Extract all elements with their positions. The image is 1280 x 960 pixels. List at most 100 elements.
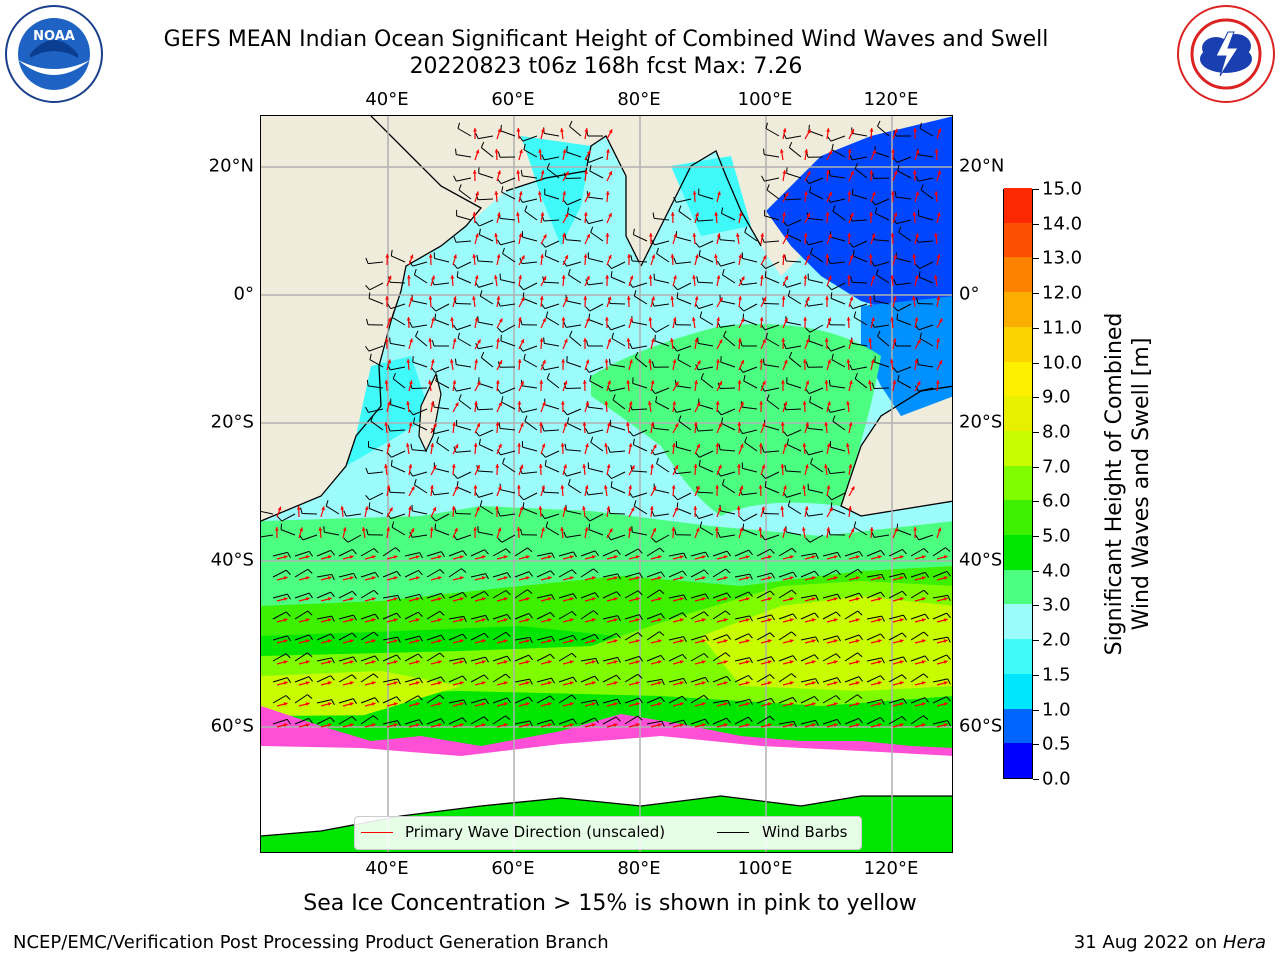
wave-arrow-head (806, 213, 811, 218)
wind-barb (896, 219, 912, 225)
wave-arrow-head (387, 317, 392, 322)
wave-arrow-head (415, 723, 420, 727)
wave-arrow-head (915, 149, 920, 154)
wave-arrow-head (371, 660, 376, 664)
wind-barb-flag (523, 143, 526, 150)
wave-arrow-head (826, 485, 831, 490)
wave-arrow-head (428, 338, 433, 342)
wind-barb-flag (832, 415, 836, 422)
wave-arrow-head (415, 555, 420, 559)
wind-barb (910, 613, 926, 620)
wind-barb (412, 361, 428, 368)
wave-arrow-head (833, 555, 838, 559)
footer-branch: NCEP/EMC/Verification Post Processing Pr… (13, 932, 609, 953)
wind-barb (712, 550, 728, 557)
wind-barb-flag (527, 589, 533, 594)
wind-barb-flag (853, 311, 857, 318)
wind-barb-flag (853, 521, 857, 528)
wave-arrow-head (564, 338, 568, 343)
wind-barb (844, 610, 858, 620)
wind-barb (434, 467, 450, 473)
wind-barb (785, 408, 802, 411)
wave-arrow-head (736, 506, 741, 510)
wave-arrow-head (349, 681, 354, 685)
wave-arrow-head (547, 618, 552, 622)
wind-barb-flag (749, 657, 753, 664)
wave-arrow-head (519, 506, 524, 511)
wind-barb (302, 534, 318, 541)
wave-arrow-head (650, 338, 655, 343)
wind-barb-flag (923, 631, 929, 637)
wave-arrow-head (321, 506, 325, 511)
wind-barb (822, 653, 837, 662)
wave-arrow-head (613, 639, 618, 643)
wave-arrow-head (498, 360, 503, 365)
wave-arrow-head (563, 422, 568, 427)
wind-barb (808, 240, 824, 246)
wind-barb (470, 674, 485, 683)
wave-arrow-head (305, 660, 310, 664)
wave-arrow-head (631, 465, 635, 470)
colorbar-tick-label: 4.0 (1042, 560, 1071, 582)
wave-arrow-head (701, 723, 706, 727)
wind-barb-flag (564, 443, 567, 450)
wave-arrow-head (675, 381, 679, 386)
wind-barb-flag (413, 478, 417, 485)
wave-arrow-head (452, 338, 457, 343)
wave-arrow-head (409, 296, 414, 301)
wind-barb-flag (698, 459, 701, 466)
wave-arrow-head (349, 555, 354, 559)
wind-barb (390, 366, 406, 371)
wind-barb (492, 572, 508, 578)
wave-arrow-head (473, 128, 477, 132)
colorbar-tick-mark (1033, 570, 1039, 572)
wind-barb-flag (786, 438, 789, 445)
wave-arrow-head (679, 681, 684, 685)
wind-barb-flag (893, 367, 898, 373)
wave-arrow-head (582, 422, 587, 426)
wind-barb-flag (901, 716, 907, 722)
wind-barb-flag (726, 634, 731, 640)
colorbar-tick-label: 12.0 (1042, 282, 1083, 304)
wind-barb (786, 282, 802, 288)
wind-barb-flag (947, 636, 951, 643)
wave-arrow-head (889, 359, 894, 363)
wave-arrow-head (723, 639, 728, 643)
wind-barb (875, 212, 890, 221)
wave-arrow-head (540, 128, 545, 133)
wind-barb (877, 335, 890, 347)
wind-barb (764, 177, 780, 182)
wind-barb-flag (871, 172, 875, 179)
wind-barb (522, 471, 538, 475)
wind-barb (800, 695, 815, 704)
wind-barb-flag (703, 694, 709, 700)
wind-barb (456, 450, 472, 453)
wind-barb-flag (610, 271, 613, 278)
wave-arrow-head (738, 296, 742, 300)
wind-barb-flag (397, 595, 401, 602)
wind-barb (492, 631, 507, 641)
wind-barb (678, 210, 692, 221)
wind-barb (316, 657, 332, 662)
wave-arrow-head (827, 317, 832, 322)
wind-barb (522, 297, 538, 305)
wind-barb-flag (569, 120, 573, 127)
wind-barb-flag (352, 698, 357, 704)
wind-barb (368, 408, 384, 413)
wave-arrow-head (449, 359, 454, 363)
wave-arrow-head (694, 338, 699, 342)
wave-arrow-head (745, 555, 750, 559)
wind-barb (412, 324, 428, 328)
wind-barb-flag (462, 550, 467, 556)
wind-barb (918, 154, 934, 158)
wind-barb (426, 694, 440, 704)
wave-arrow-head (921, 576, 926, 580)
wind-barb (294, 652, 308, 662)
wind-barb-flag (523, 353, 526, 360)
wind-barb-flag (827, 467, 831, 474)
wind-barb (896, 319, 912, 326)
wind-barb (898, 231, 912, 242)
wave-arrow-head (696, 444, 700, 449)
wave-arrow-head (670, 338, 674, 342)
wave-arrow-head (691, 317, 696, 321)
